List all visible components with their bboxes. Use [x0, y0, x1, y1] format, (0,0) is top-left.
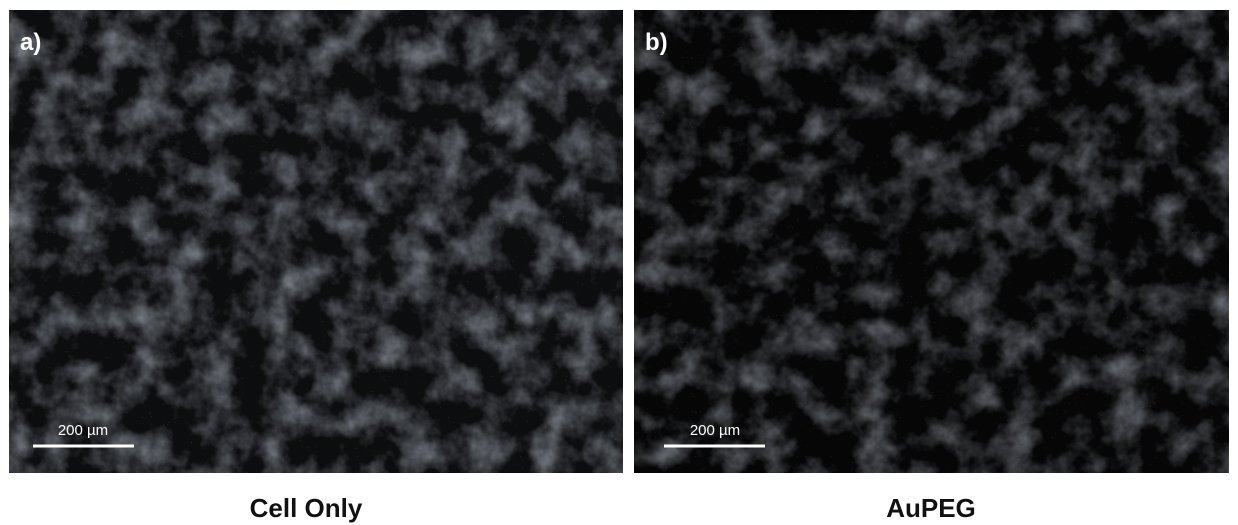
scale-bar-label: 200 µm: [58, 422, 108, 439]
panel-label: b): [645, 29, 668, 56]
micrograph-specks: [634, 10, 1229, 473]
caption: Cell Only: [250, 493, 363, 523]
figure: a) 200 µm Cell Only b) 200 µm AuPEG: [0, 0, 1238, 525]
micrograph-specks: [9, 10, 623, 473]
panel-b: b) 200 µm AuPEG: [634, 10, 1229, 523]
caption: AuPEG: [886, 493, 976, 523]
page: a) 200 µm Cell Only b) 200 µm AuPEG (() …: [0, 0, 1238, 525]
scale-bar-label: 200 µm: [690, 422, 740, 439]
panel-a: a) 200 µm Cell Only: [9, 10, 623, 523]
panel-label: a): [20, 29, 41, 56]
